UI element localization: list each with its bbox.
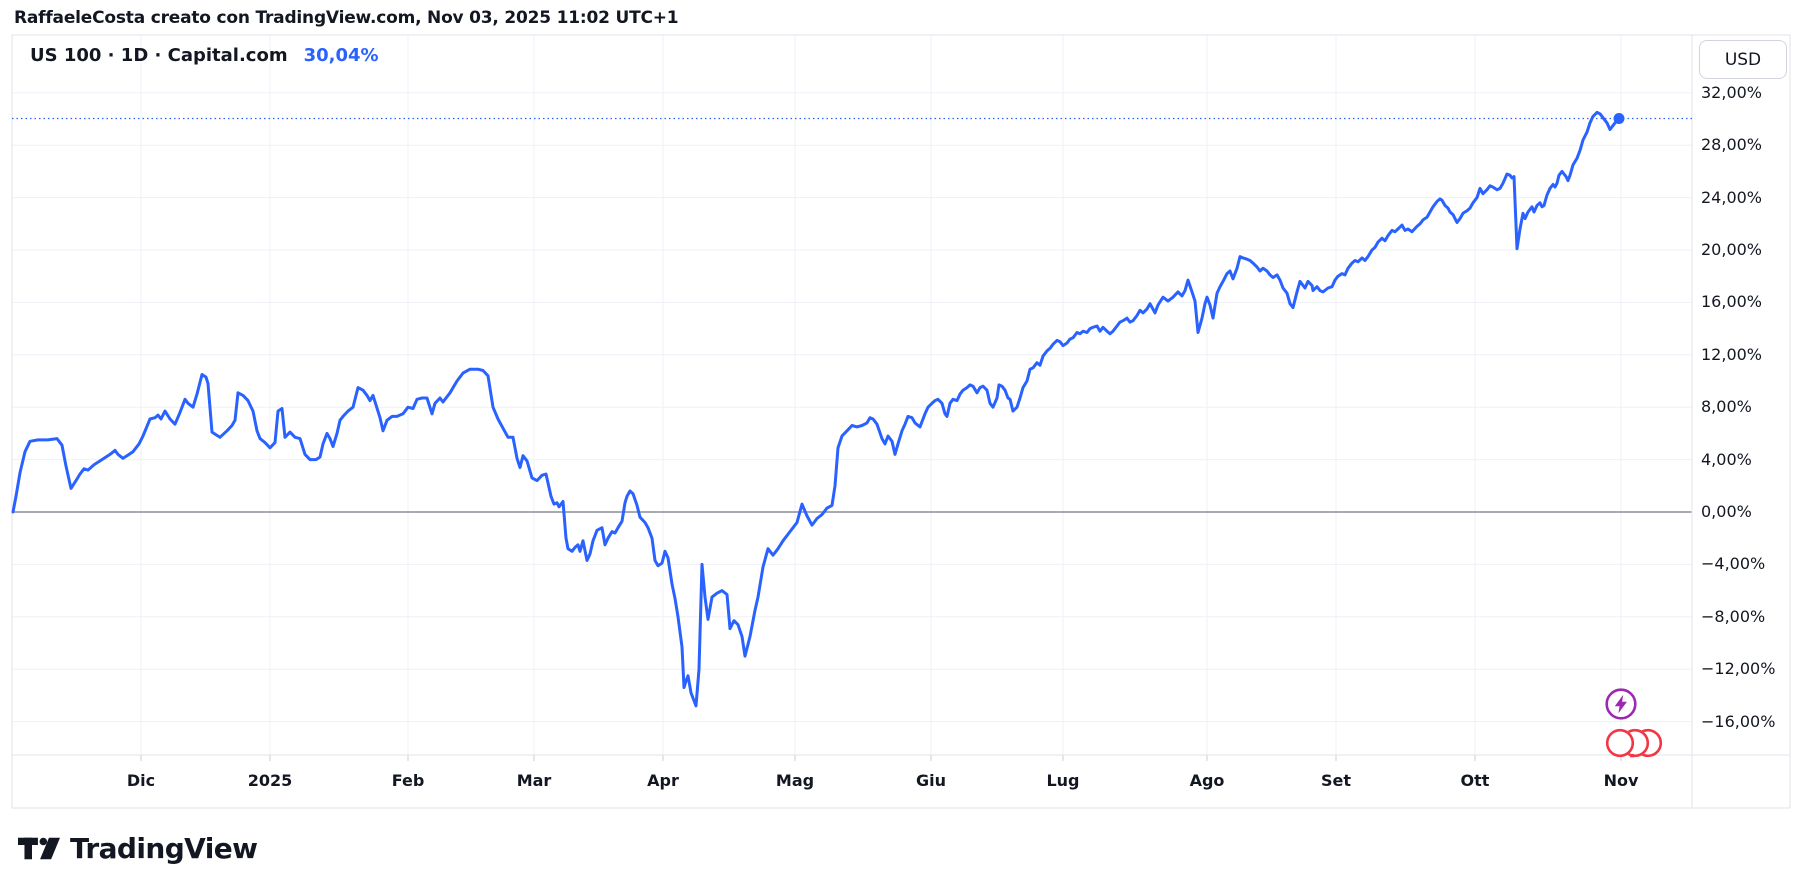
y-axis-label: 12,00% [1701,344,1763,364]
lightning-event-icon[interactable] [1604,687,1638,721]
x-axis-label: Mar [516,771,552,790]
y-axis-label: 24,00% [1701,187,1763,207]
x-axis-label: 2025 [247,771,293,790]
y-axis-label: 20,00% [1701,240,1763,259]
attribution-text: RaffaeleCosta creato con TradingView.com… [14,8,679,28]
us-flag-events-icon[interactable] [1598,726,1666,760]
y-axis-label: −16,00% [1701,711,1776,731]
y-axis-label: 4,00% [1701,449,1752,469]
x-axis-label: Nov [1603,771,1639,790]
x-axis-label: Lug [1046,771,1080,790]
price-series-line [11,110,1621,708]
y-axis-label: 16,00% [1701,292,1763,312]
x-axis-label: Mag [775,771,815,790]
y-axis-label: 0,00% [1701,502,1752,521]
x-axis-label: Ott [1460,771,1490,790]
currency-usd-label: USD [1724,49,1762,70]
x-axis-label: Feb [391,771,425,790]
y-axis-label: 32,00% [1701,82,1763,102]
change-percent-value: 30,04% [303,45,379,66]
y-axis-label: −12,00% [1701,659,1776,679]
last-price-dot [1613,112,1625,124]
x-axis-label: Ago [1189,771,1225,790]
tradingview-wordmark[interactable]: TradingView [70,832,258,865]
lightning-bolt-glyph [1614,694,1627,714]
us-flag-circle-1 [1605,728,1635,758]
symbol-title[interactable]: US 100 · 1D · Capital.com [30,45,288,66]
y-axis-label: −8,00% [1701,606,1766,626]
x-axis-label: Apr [647,771,679,790]
y-axis-label: −4,00% [1701,554,1766,574]
y-axis-label: 8,00% [1701,397,1752,417]
x-axis-label: Giu [915,771,946,790]
y-axis-label: 28,00% [1701,135,1763,155]
chart-frame [11,34,1791,809]
tradingview-logo-icon[interactable] [18,835,60,862]
currency-usd-button[interactable]: USD [1699,40,1787,79]
chart-legend: US 100 · 1D · Capital.com 30,04% [30,45,379,66]
x-axis-label: Set [1320,771,1352,790]
tradingview-footer: TradingView [18,832,258,865]
x-axis-label: Dic [126,771,156,790]
